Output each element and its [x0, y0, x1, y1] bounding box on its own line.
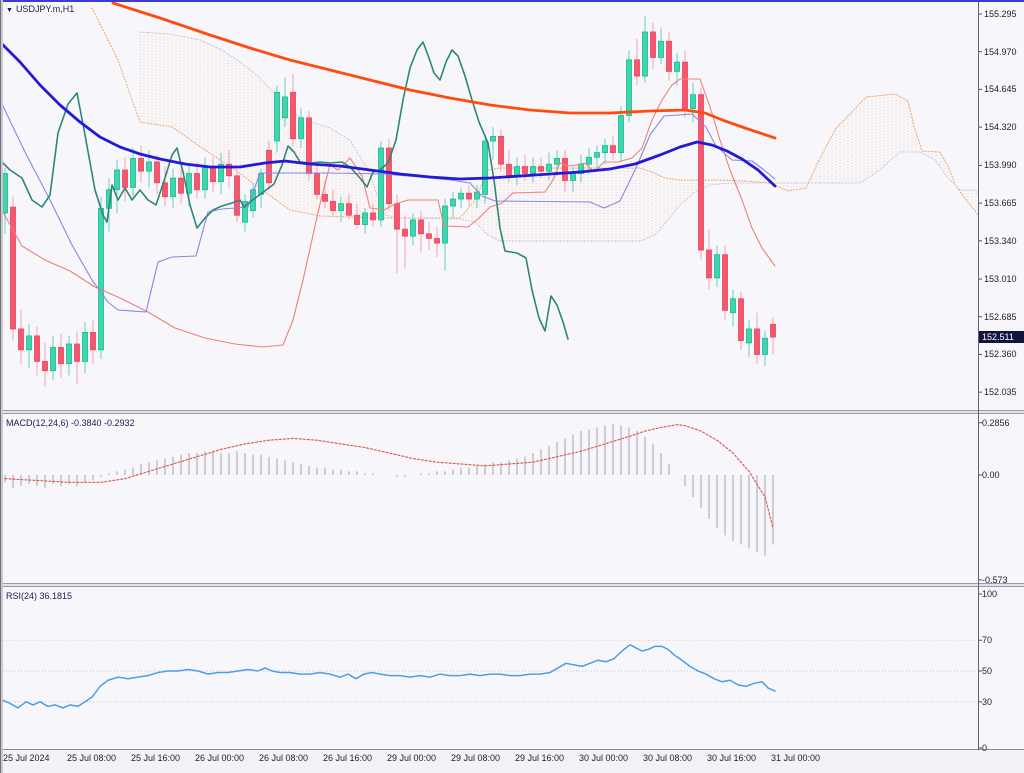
price-scale-label: 155.295 — [984, 9, 1017, 19]
macd-indicator-label: MACD(12,24,6) -0.3840 -0.2932 — [6, 418, 135, 428]
time-axis-line — [0, 749, 1024, 750]
symbol-timeframe-label: USDJPY.m,H1 — [15, 4, 75, 14]
time-scale-label: 25 Jul 2024 — [3, 753, 50, 763]
price-scale-label: 154.970 — [984, 46, 1017, 57]
price-scale-label: 153.665 — [984, 198, 1017, 209]
rsi-scale-label: 30 — [982, 696, 993, 707]
macd-scale-label: -0.573 — [982, 574, 1008, 585]
current-price-badge: 152.511 — [979, 330, 1024, 343]
price-scale-label: 152.685 — [984, 311, 1017, 322]
time-scale-label: 26 Jul 16:00 — [323, 753, 373, 763]
price-scale-label: 154.320 — [984, 122, 1017, 133]
rsi-scale-label: 100 — [982, 589, 998, 599]
time-scale-label: 30 Jul 08:00 — [643, 753, 693, 763]
time-scale-label: 31 Jul 00:00 — [771, 753, 821, 763]
time-scale-label: 25 Jul 16:00 — [131, 753, 181, 763]
rsi-scale-label: 50 — [982, 666, 993, 676]
splitter-macd-rsi[interactable] — [0, 583, 1024, 587]
time-scale-label: 29 Jul 16:00 — [515, 753, 565, 763]
macd-scale-label: 0.2856 — [982, 417, 1010, 428]
splitter-main-macd[interactable] — [0, 410, 1024, 414]
macd-scale-label: 0.00 — [982, 470, 1000, 480]
time-scale-label: 30 Jul 16:00 — [707, 753, 757, 763]
window-left-border — [0, 0, 3, 773]
price-scale-label: 152.035 — [984, 387, 1017, 398]
time-scale-label: 30 Jul 00:00 — [579, 753, 629, 763]
time-scale-label: 26 Jul 08:00 — [259, 753, 309, 763]
price-scale-label: 153.340 — [984, 235, 1017, 246]
price-scale-label: 154.645 — [984, 84, 1017, 95]
time-scale-label: 26 Jul 00:00 — [195, 753, 245, 763]
price-scale-border — [978, 2, 979, 750]
rsi-scale-label: 0 — [982, 743, 988, 753]
main-chart-title: ▼ USDJPY.m,H1 — [6, 4, 74, 14]
object-marker-icon: ▼ — [6, 7, 13, 14]
price-scale-label: 153.010 — [984, 274, 1017, 285]
time-scale-label: 29 Jul 08:00 — [451, 753, 501, 763]
window-top-border — [0, 0, 1024, 2]
time-axis[interactable] — [0, 750, 1024, 773]
rsi-scale-label: 70 — [982, 635, 993, 646]
price-scale-label: 153.990 — [984, 160, 1017, 171]
price-scale-label: 152.360 — [984, 349, 1017, 360]
time-scale-label: 29 Jul 00:00 — [387, 753, 437, 763]
time-scale-label: 25 Jul 08:00 — [67, 753, 117, 763]
rsi-indicator-label: RSI(24) 36.1815 — [6, 591, 73, 601]
